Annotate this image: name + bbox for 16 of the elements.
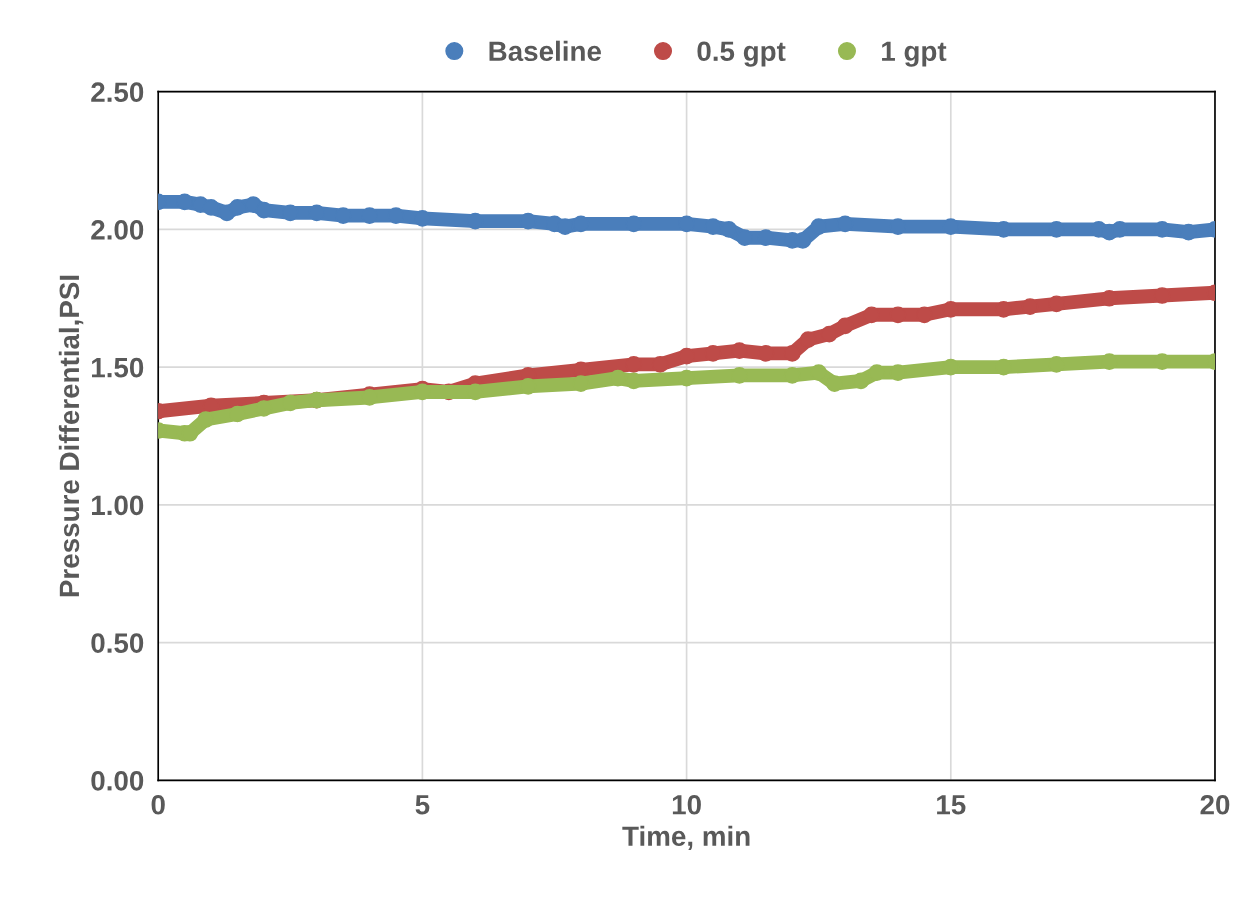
y-tick-label: 1.00 (92, 495, 144, 516)
y-tick-label: 2.00 (91, 220, 144, 240)
x-axis-title: Time, min (622, 825, 750, 851)
y-tick-label: 0.00 (91, 771, 144, 791)
x-tick-label: 0 (151, 794, 165, 815)
y-tick-label: 0.50 (91, 633, 144, 653)
legend-label: 1 gpt (882, 41, 947, 67)
x-tick-label: 5 (415, 795, 430, 815)
legend-label: Baseline (489, 40, 601, 62)
y-tick-label: 1.50 (92, 357, 144, 378)
x-tick-label: 10 (672, 794, 701, 815)
legend-label: 0.5 gpt (697, 41, 786, 67)
y-tick-label: 2.50 (91, 82, 144, 103)
x-tick-label: 15 (937, 795, 966, 815)
x-tick-label: 20 (1200, 794, 1230, 815)
y-axis-title: Pressure Differential,PSI (58, 275, 84, 597)
